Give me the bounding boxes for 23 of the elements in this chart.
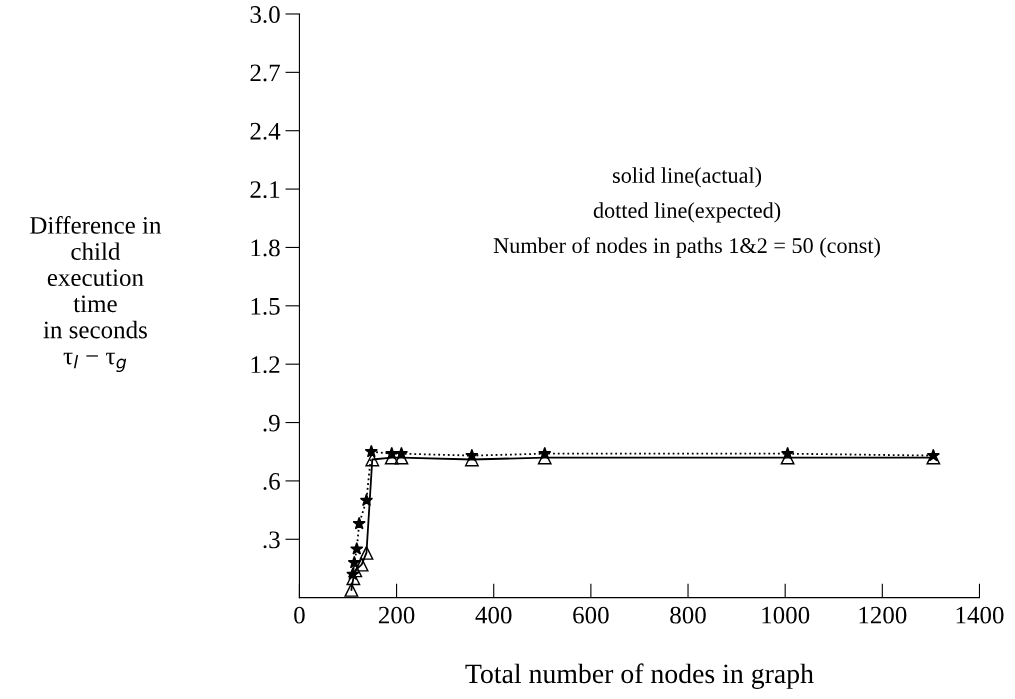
- x-tick-label: 600: [573, 606, 609, 624]
- x-tick-label: 1200: [859, 606, 907, 624]
- annotation: dotted line(expected): [593, 202, 781, 223]
- y-tick-label: .6: [263, 473, 280, 490]
- x-axis-title: Total number of nodes in graph: [465, 663, 814, 689]
- annotation: Number of nodes in paths 1&2 = 50 (const): [493, 237, 880, 258]
- annotation: solid line(actual): [612, 167, 762, 188]
- text: Difference in child execution time in seconds τ$_{l}$ − τ$_{g}$: [30, 215, 162, 373]
- y-tick-label: 3.0: [250, 6, 280, 24]
- x-tick-label: 800: [670, 606, 706, 624]
- y-tick-label: 2.7: [250, 64, 280, 82]
- y-tick-label: .3: [263, 531, 280, 549]
- y-tick-label: 1.8: [251, 239, 280, 257]
- y-tick-label: 1.5: [251, 297, 280, 315]
- x-tick-label: 1400: [956, 606, 1004, 624]
- y-tick-label: .9: [263, 414, 280, 432]
- x-tick-label: 400: [475, 606, 512, 624]
- x-tick-label: 1000: [762, 606, 810, 624]
- x-tick-label: 200: [378, 606, 415, 624]
- y-tick-label: 2.1: [250, 181, 280, 199]
- x-tick-label: 0: [294, 606, 305, 624]
- y-tick-label: 2.4: [250, 122, 281, 140]
- y-tick-label: 1.2: [251, 356, 280, 374]
